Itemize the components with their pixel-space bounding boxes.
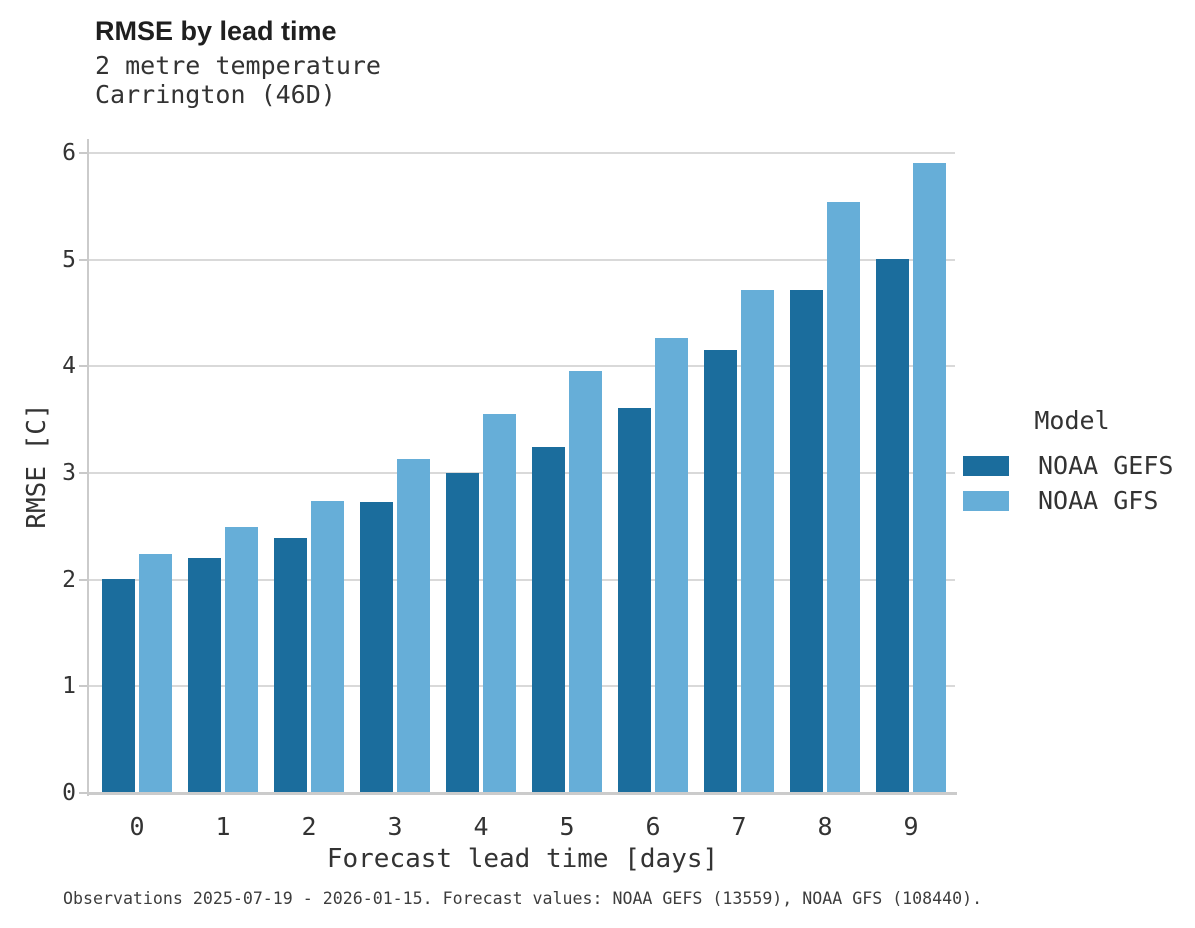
gridline-y-4	[88, 365, 955, 368]
x-tick-label-8: 8	[817, 812, 833, 841]
y-axis-title: RMSE [C]	[22, 403, 52, 529]
y-tick-mark-4	[79, 365, 87, 368]
x-tick-label-3: 3	[387, 812, 403, 841]
bar-noaa-gfs-lead-3	[396, 459, 430, 793]
y-tick-mark-6	[79, 152, 87, 154]
y-tick-label-2: 2	[62, 566, 76, 593]
bar-noaa-gefs-lead-3	[360, 501, 394, 793]
legend-item-noaa-gfs: NOAA GFS	[963, 483, 1181, 518]
bar-noaa-gefs-lead-0	[102, 578, 136, 793]
y-tick-label-5: 5	[62, 246, 76, 273]
bar-noaa-gfs-lead-9	[912, 162, 946, 793]
y-tick-mark-1	[79, 685, 87, 688]
x-tick-label-4: 4	[473, 812, 489, 841]
y-tick-mark-0	[79, 792, 87, 794]
gridline-y-6	[88, 152, 955, 154]
legend-item-noaa-gefs: NOAA GEFS	[963, 448, 1181, 483]
y-tick-label-0: 0	[62, 780, 76, 806]
legend-label-noaa-gfs: NOAA GFS	[1038, 486, 1159, 515]
legend-swatch-noaa-gfs-icon	[963, 490, 1009, 511]
y-tick-mark-2	[79, 578, 87, 581]
x-tick-label-0: 0	[129, 812, 145, 841]
gridline-y-1	[88, 685, 955, 688]
bar-noaa-gfs-lead-0	[138, 554, 172, 793]
gridline-y-2	[88, 578, 955, 581]
x-tick-label-7: 7	[731, 812, 747, 841]
x-tick-label-9: 9	[903, 812, 919, 841]
x-axis-line	[87, 792, 957, 795]
bar-noaa-gfs-lead-8	[826, 202, 860, 793]
legend-label-noaa-gefs: NOAA GEFS	[1038, 451, 1174, 480]
y-tick-mark-5	[79, 258, 87, 261]
legend: Model NOAA GEFS NOAA GFS	[963, 406, 1181, 518]
bar-noaa-gefs-lead-9	[876, 258, 910, 793]
bar-noaa-gfs-lead-2	[310, 500, 344, 793]
y-tick-label-3: 3	[62, 460, 76, 486]
gridline-y-5	[88, 258, 955, 261]
bar-noaa-gfs-lead-7	[740, 289, 774, 793]
caption: Observations 2025-07-19 - 2026-01-15. Fo…	[63, 889, 983, 908]
x-tick-label-2: 2	[301, 812, 317, 841]
legend-swatch-noaa-gefs-icon	[963, 455, 1009, 476]
chart-subtitle-location: Carrington (46D)	[95, 80, 336, 109]
y-tick-mark-3	[79, 472, 87, 474]
bar-noaa-gfs-lead-1	[224, 527, 258, 793]
bar-noaa-gefs-lead-5	[532, 447, 566, 793]
bar-noaa-gefs-lead-7	[704, 350, 738, 793]
bar-noaa-gefs-lead-4	[446, 473, 480, 793]
x-tick-label-1: 1	[215, 812, 231, 841]
legend-title: Model	[1034, 406, 1110, 435]
y-axis-line	[87, 139, 89, 796]
bar-noaa-gefs-lead-1	[188, 558, 222, 793]
gridline-y-3	[88, 472, 955, 474]
bar-noaa-gfs-lead-4	[482, 414, 516, 793]
x-tick-label-5: 5	[559, 812, 575, 841]
y-tick-label-4: 4	[62, 353, 76, 380]
bar-noaa-gefs-lead-6	[618, 407, 652, 793]
x-axis-title: Forecast lead time [days]	[326, 844, 719, 874]
chart-title: RMSE by lead time	[95, 16, 337, 46]
x-tick-label-6: 6	[645, 812, 661, 841]
bar-noaa-gfs-lead-5	[568, 370, 602, 793]
bar-noaa-gefs-lead-8	[790, 289, 824, 793]
chart-subtitle-variable: 2 metre temperature	[95, 51, 381, 80]
y-tick-label-6: 6	[62, 140, 76, 166]
y-tick-label-1: 1	[62, 673, 76, 700]
bar-noaa-gefs-lead-2	[274, 538, 308, 793]
bar-noaa-gfs-lead-6	[654, 337, 688, 793]
